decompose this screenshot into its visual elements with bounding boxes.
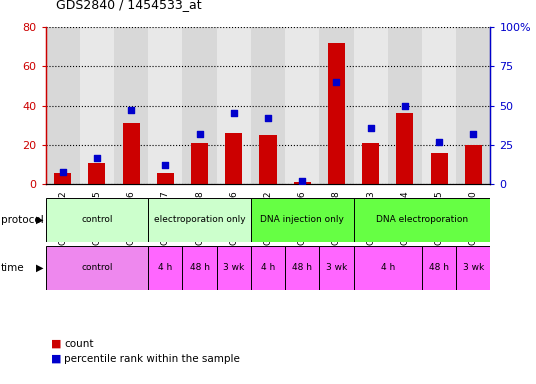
Text: 3 wk: 3 wk — [326, 263, 347, 272]
Text: 4 h: 4 h — [381, 263, 395, 272]
Text: DNA injection only: DNA injection only — [260, 215, 344, 224]
Text: control: control — [81, 215, 113, 224]
Bar — [46, 246, 148, 290]
Bar — [354, 27, 388, 184]
Text: 3 wk: 3 wk — [463, 263, 484, 272]
Bar — [157, 172, 174, 184]
Text: 4 h: 4 h — [158, 263, 173, 272]
Text: 48 h: 48 h — [190, 263, 210, 272]
Bar — [148, 198, 251, 242]
Text: GDS2840 / 1454533_at: GDS2840 / 1454533_at — [56, 0, 202, 12]
Bar — [217, 27, 251, 184]
Point — [469, 131, 478, 137]
Bar — [465, 145, 482, 184]
Bar — [354, 198, 490, 242]
Point — [58, 169, 67, 175]
Point — [332, 79, 341, 85]
Bar — [328, 43, 345, 184]
Bar — [225, 133, 242, 184]
Point — [264, 115, 272, 121]
Text: count: count — [64, 339, 94, 349]
Point — [435, 139, 443, 145]
Bar — [251, 198, 354, 242]
Bar — [422, 246, 456, 290]
Bar — [430, 153, 448, 184]
Text: ■: ■ — [51, 339, 62, 349]
Point — [229, 111, 238, 117]
Bar — [259, 135, 277, 184]
Bar — [80, 27, 114, 184]
Text: 48 h: 48 h — [292, 263, 312, 272]
Bar — [456, 246, 490, 290]
Bar — [182, 27, 217, 184]
Bar — [422, 27, 456, 184]
Bar — [123, 123, 140, 184]
Text: 3 wk: 3 wk — [223, 263, 244, 272]
Bar — [354, 246, 422, 290]
Text: ■: ■ — [51, 354, 62, 364]
Point — [127, 107, 136, 113]
Bar — [114, 27, 148, 184]
Text: ▶: ▶ — [36, 215, 43, 225]
Point — [195, 131, 204, 137]
Point — [367, 124, 375, 131]
Bar — [396, 114, 413, 184]
Bar — [456, 27, 490, 184]
Bar — [182, 246, 217, 290]
Bar — [285, 246, 319, 290]
Bar — [217, 246, 251, 290]
Text: 48 h: 48 h — [429, 263, 449, 272]
Bar — [251, 246, 285, 290]
Bar — [251, 27, 285, 184]
Bar — [285, 27, 319, 184]
Bar — [388, 27, 422, 184]
Bar — [319, 246, 354, 290]
Text: control: control — [81, 263, 113, 272]
Point — [400, 103, 409, 109]
Bar — [46, 27, 80, 184]
Bar — [148, 246, 182, 290]
Text: percentile rank within the sample: percentile rank within the sample — [64, 354, 240, 364]
Text: time: time — [1, 263, 25, 273]
Bar — [294, 182, 311, 184]
Text: electroporation only: electroporation only — [154, 215, 245, 224]
Bar — [362, 143, 379, 184]
Bar — [88, 163, 106, 184]
Text: DNA electroporation: DNA electroporation — [376, 215, 468, 224]
Bar — [54, 172, 71, 184]
Text: ▶: ▶ — [36, 263, 43, 273]
Point — [93, 154, 101, 161]
Bar — [191, 143, 208, 184]
Bar — [319, 27, 354, 184]
Bar — [148, 27, 182, 184]
Point — [298, 178, 307, 184]
Bar — [46, 198, 148, 242]
Text: protocol: protocol — [1, 215, 44, 225]
Text: 4 h: 4 h — [261, 263, 275, 272]
Point — [161, 162, 169, 169]
